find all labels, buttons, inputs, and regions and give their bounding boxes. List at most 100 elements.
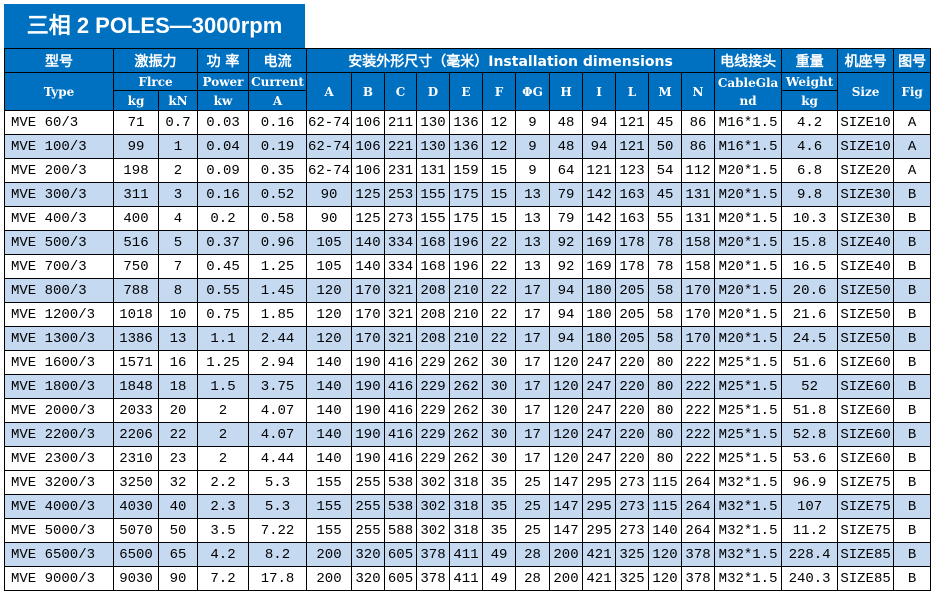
table-cell: 220: [615, 374, 649, 399]
table-row: MVE 9000/3 9030 90 7.2 17.8 200 320 605 378 411 49…: [4, 566, 932, 591]
table-cell: 125: [351, 182, 385, 207]
table-cell: 247: [582, 398, 616, 423]
table-row: MVE 500/3 516 5 0.37 0.96 105 140 334 168 196 22 13…: [4, 230, 932, 255]
table-cell: 0.16: [197, 182, 249, 207]
model-cell: MVE 1800/3: [4, 374, 114, 399]
table-cell: 302: [416, 518, 450, 543]
table-cell: 94: [549, 302, 583, 327]
table-body: MVE 60/3 71 0.7 0.03 0.16 62-74 106 211 130 136 12…: [4, 110, 932, 591]
table-cell: 20.6: [781, 278, 839, 303]
table-cell: SIZE40: [837, 254, 895, 279]
table-cell: 4.6: [781, 134, 839, 159]
table-cell: 10.3: [781, 206, 839, 231]
table-cell: 8.2: [248, 542, 307, 567]
table-cell: 94: [549, 326, 583, 351]
table-cell: 50: [158, 518, 198, 543]
table-cell: 378: [680, 566, 716, 591]
table-cell: 92: [549, 254, 583, 279]
table-cell: 80: [648, 398, 682, 423]
table-cell: 11.2: [781, 518, 839, 543]
table-cell: 51.6: [781, 350, 839, 375]
table-cell: 605: [384, 542, 417, 567]
table-row: MVE 2300/3 2310 23 2 4.44 140 190 416 229 262 30 17…: [4, 446, 932, 471]
table-cell: 13: [158, 326, 198, 351]
table-cell: 121: [582, 158, 616, 183]
table-row: MVE 1600/3 1571 16 1.25 2.94 140 190 416 229 262 3…: [4, 350, 932, 375]
model-cell: MVE 400/3: [4, 206, 114, 231]
table-cell: 50: [648, 134, 682, 159]
table-cell: 80: [648, 422, 682, 447]
table-row: MVE 4000/3 4030 40 2.3 5.3 155 255 538 302 318 35 2…: [4, 494, 932, 519]
table-row: MVE 200/3 198 2 0.09 0.35 62-74 106 231 131 159 15…: [4, 158, 932, 183]
table-cell: 588: [384, 518, 417, 543]
table-cell: 62-74: [306, 110, 352, 135]
table-cell: 120: [648, 566, 682, 591]
force-header-cn: 激振力: [113, 48, 198, 73]
table-cell: B: [893, 470, 932, 495]
table-cell: 2.44: [248, 326, 307, 351]
table-cell: 62-74: [306, 134, 352, 159]
dim-header-a: A: [306, 72, 352, 111]
table-cell: 120: [306, 326, 352, 351]
table-cell: 142: [582, 182, 616, 207]
table-cell: M32*1.5: [714, 518, 783, 543]
table-cell: 158: [680, 230, 716, 255]
table-cell: 198: [113, 158, 159, 183]
table-cell: M25*1.5: [714, 446, 783, 471]
table-cell: 120: [306, 302, 352, 327]
table-cell: 321: [384, 326, 417, 351]
table-cell: 318: [449, 494, 483, 519]
table-cell: 1.5: [197, 374, 249, 399]
table-cell: 22: [482, 278, 516, 303]
table-cell: 2206: [113, 422, 159, 447]
table-cell: 0.45: [197, 254, 249, 279]
table-cell: 30: [482, 398, 516, 423]
table-cell: 140: [306, 446, 352, 471]
table-cell: 79: [549, 206, 583, 231]
table-cell: 21.6: [781, 302, 839, 327]
table-cell: 0.35: [248, 158, 307, 183]
table-cell: 378: [416, 542, 450, 567]
table-cell: 1848: [113, 374, 159, 399]
table-cell: 52: [781, 374, 839, 399]
table-cell: 6500: [113, 542, 159, 567]
table-cell: 45: [648, 110, 682, 135]
table-cell: 262: [449, 422, 483, 447]
table-cell: 17: [515, 302, 550, 327]
table-cell: B: [893, 398, 932, 423]
table-cell: 411: [449, 542, 483, 567]
table-cell: 295: [582, 470, 616, 495]
table-cell: 378: [416, 566, 450, 591]
table-cell: 205: [615, 302, 649, 327]
table-row: MVE 800/3 788 8 0.55 1.45 120 170 321 208 210 22 17…: [4, 278, 932, 303]
table-row: MVE 2200/3 2206 22 2 4.07 140 190 416 229 262 30 17…: [4, 422, 932, 447]
table-cell: 3.75: [248, 374, 307, 399]
table-cell: 155: [416, 206, 450, 231]
table-cell: 120: [549, 446, 583, 471]
table-cell: 1.45: [248, 278, 307, 303]
table-cell: 112: [680, 158, 716, 183]
table-cell: 17: [515, 398, 550, 423]
table-cell: M20*1.5: [714, 206, 783, 231]
table-cell: B: [893, 518, 932, 543]
table-cell: 416: [384, 350, 417, 375]
table-cell: 105: [306, 254, 352, 279]
table-cell: 120: [549, 422, 583, 447]
table-cell: 90: [306, 206, 352, 231]
table-cell: 264: [680, 494, 716, 519]
table-cell: 9: [515, 158, 550, 183]
table-cell: 35: [482, 470, 516, 495]
table-cell: 30: [482, 374, 516, 399]
table-cell: M25*1.5: [714, 422, 783, 447]
table-cell: M20*1.5: [714, 302, 783, 327]
table-cell: 1386: [113, 326, 159, 351]
table-cell: 78: [648, 230, 682, 255]
table-cell: 9.8: [781, 182, 839, 207]
table-cell: 0.19: [248, 134, 307, 159]
table-cell: 190: [351, 446, 385, 471]
table-cell: 16.5: [781, 254, 839, 279]
table-cell: 750: [113, 254, 159, 279]
table-cell: 80: [648, 374, 682, 399]
table-cell: 32: [158, 470, 198, 495]
table-cell: 222: [680, 446, 716, 471]
